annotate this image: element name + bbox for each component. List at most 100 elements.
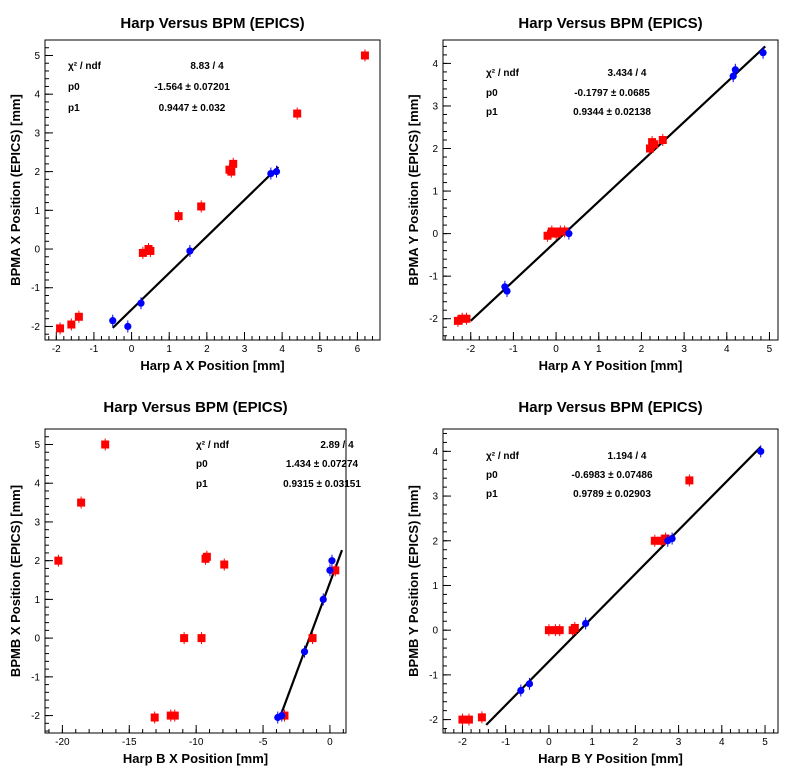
data-point-square [77,498,86,507]
data-point-square [555,626,564,635]
y-tick-label: 2 [432,536,438,547]
data-point-square [56,324,65,333]
x-tick-label: -1 [501,737,510,748]
y-tick-label: 3 [34,128,40,139]
x-tick-label: 4 [719,737,725,748]
y-tick-label: -2 [429,314,438,325]
data-point-square [331,566,340,575]
data-point-square [202,552,211,561]
chart-title: Harp Versus BPM (EPICS) [120,15,304,32]
x-tick-label: -2 [458,737,467,748]
x-tick-label: 1 [596,344,602,355]
data-point-circle [759,49,767,57]
stats-chi2-value: 3.434 / 4 [608,68,647,79]
data-point-circle [186,247,194,255]
y-tick-label: -2 [429,715,438,726]
stats-p1-label: p1 [486,489,498,500]
data-point-square [551,626,560,635]
stats-chi2-value: 1.194 / 4 [608,451,647,462]
x-tick-label: 1 [589,737,595,748]
data-point-circle [525,680,534,688]
stats-p1-label: p1 [68,103,80,114]
data-point-square [54,556,63,565]
y-tick-label: 2 [432,144,438,155]
x-tick-label: -10 [189,737,204,748]
y-axis-label: BPMA X Position (EPICS) [mm] [8,94,23,286]
stats-p1-value: 0.9447 ± 0.032 [159,103,226,114]
y-tick-label: -1 [429,272,438,283]
data-point-square [543,231,552,240]
data-point-square [570,623,579,632]
y-tick-label: 2 [34,167,40,178]
data-point-square [552,229,561,238]
x-axis-label: Harp B Y Position [mm] [538,751,683,766]
y-tick-label: 3 [34,517,40,528]
x-tick-label: 3 [242,344,248,355]
data-point-circle [124,322,132,331]
stats-p0-value: 1.434 ± 0.07274 [286,459,359,470]
y-tick-label: 0 [34,245,40,256]
stats-p1-label: p1 [196,479,208,490]
data-point-square [650,536,659,545]
data-point-circle [668,534,676,543]
x-tick-label: 2 [633,737,639,748]
data-point-square [650,140,659,149]
data-point-square [227,167,236,176]
y-tick-label: 1 [34,595,40,606]
chart-title: Harp Versus BPM (EPICS) [518,399,702,416]
y-tick-label: 4 [34,90,40,101]
x-tick-label: 0 [129,344,135,355]
x-axis-label: Harp A Y Position [mm] [539,358,683,373]
y-tick-label: 5 [34,440,40,451]
y-tick-label: 1 [34,206,40,217]
stats-p1-value: 0.9315 ± 0.03151 [283,479,361,490]
plot-frame [442,39,779,341]
data-point-circle [517,686,525,695]
fit-line [469,45,766,322]
stats-chi2-label: χ² / ndf [486,451,520,462]
chart-panel-4: Harp Versus BPM (EPICS) -2 -1 0 1 2 3 4 5 -2 -1 0 1 2… [406,399,779,766]
stats-p0-label: p0 [486,470,498,481]
data-point-circle [328,557,336,565]
x-tick-label: -15 [122,737,137,748]
y-tick-label: 0 [432,229,438,240]
y-tick-label: 4 [432,59,438,70]
x-tick-label: 0 [546,737,552,748]
x-tick-label: 2 [639,344,645,355]
x-tick-label: 5 [317,344,323,355]
data-point-square [74,312,83,321]
data-point-square [197,634,206,643]
x-tick-label: 3 [681,344,687,355]
stats-p0-value: -1.564 ± 0.07201 [154,82,230,93]
x-tick-label: -20 [55,737,70,748]
y-tick-label: 0 [432,626,438,637]
data-point-circle [582,619,590,628]
data-point-square [645,144,654,153]
data-point-square [180,634,189,643]
data-point-square [150,713,159,722]
stats-chi2-value: 8.83 / 4 [190,61,224,72]
y-tick-label: 4 [34,479,40,490]
y-tick-label: 3 [432,101,438,112]
data-point-circle [272,168,281,176]
data-point-square [544,626,553,635]
x-tick-label: 5 [767,344,773,355]
data-point-circle [267,169,275,178]
data-point-square [101,440,110,449]
x-tick-label: 1 [166,344,172,355]
x-tick-label: 6 [355,344,361,355]
data-point-square [229,159,238,168]
stats-chi2-label: χ² / ndf [196,440,230,451]
x-tick-label: 4 [724,344,730,355]
fit-line [485,446,762,726]
y-tick-label: -1 [31,672,40,683]
plot-frame [442,428,779,734]
data-point-circle [109,317,117,325]
plot-frame [44,39,381,341]
data-point-circle [757,447,765,455]
data-point-square [197,202,206,211]
x-tick-label: 3 [676,737,682,748]
y-axis-label: BPMB Y Position (EPICS) [mm] [406,485,421,677]
y-tick-label: -1 [429,670,438,681]
x-tick-label: 2 [204,344,210,355]
